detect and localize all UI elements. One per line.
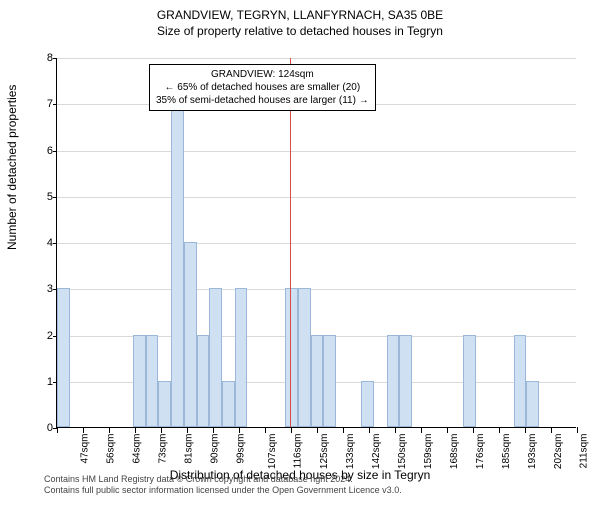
histogram-bar <box>146 335 159 428</box>
xtick-label: 64sqm <box>132 434 143 464</box>
histogram-bar <box>209 288 222 427</box>
xtick-mark <box>343 427 344 433</box>
footer-line2: Contains full public sector information … <box>44 485 402 496</box>
xtick-mark <box>551 427 552 433</box>
footer-attribution: Contains HM Land Registry data © Crown c… <box>44 474 402 496</box>
ytick-label: 8 <box>37 52 53 64</box>
histogram-bar <box>171 103 184 427</box>
xtick-label: 176sqm <box>475 434 486 470</box>
xtick-label: 193sqm <box>527 434 538 470</box>
xtick-mark <box>109 427 110 433</box>
chart-title-sub: Size of property relative to detached ho… <box>0 24 600 38</box>
annotation-line2: ← 65% of detached houses are smaller (20… <box>156 81 369 94</box>
xtick-mark <box>525 427 526 433</box>
ytick-label: 4 <box>37 237 53 249</box>
histogram-bar <box>222 381 235 427</box>
histogram-bar <box>235 288 248 427</box>
xtick-label: 159sqm <box>423 434 434 470</box>
xtick-mark <box>213 427 214 433</box>
ytick-label: 0 <box>37 422 53 434</box>
ytick-mark <box>53 104 57 105</box>
gridline-h <box>57 243 576 244</box>
histogram-bar <box>311 335 324 428</box>
xtick-mark <box>83 427 84 433</box>
xtick-label: 150sqm <box>397 434 408 470</box>
histogram-bar <box>184 242 197 427</box>
xtick-mark <box>187 427 188 433</box>
ytick-label: 3 <box>37 283 53 295</box>
xtick-mark <box>317 427 318 433</box>
xtick-mark <box>161 427 162 433</box>
histogram-bar <box>133 335 146 428</box>
xtick-label: 142sqm <box>371 434 382 470</box>
histogram-bar <box>158 381 171 427</box>
xtick-label: 202sqm <box>553 434 564 470</box>
histogram-bar <box>285 288 298 427</box>
histogram-bar <box>463 335 476 428</box>
gridline-h <box>57 151 576 152</box>
xtick-label: 47sqm <box>80 434 91 464</box>
xtick-mark <box>499 427 500 433</box>
xtick-label: 116sqm <box>292 434 303 469</box>
chart-title-main: GRANDVIEW, TEGRYN, LLANFYRNACH, SA35 0BE <box>0 8 600 22</box>
ytick-label: 2 <box>37 330 53 342</box>
xtick-label: 107sqm <box>267 434 278 470</box>
xtick-mark <box>577 427 578 433</box>
xtick-label: 90sqm <box>210 434 221 464</box>
histogram-bar <box>399 335 412 428</box>
ytick-label: 7 <box>37 98 53 110</box>
xtick-label: 81sqm <box>184 434 195 464</box>
xtick-label: 211sqm <box>578 434 589 469</box>
ytick-label: 6 <box>37 145 53 157</box>
xtick-label: 185sqm <box>501 434 512 470</box>
histogram-bar <box>361 381 374 427</box>
ytick-mark <box>53 197 57 198</box>
footer-line1: Contains HM Land Registry data © Crown c… <box>44 474 402 485</box>
annotation-box: GRANDVIEW: 124sqm ← 65% of detached hous… <box>149 64 376 111</box>
gridline-h <box>57 197 576 198</box>
histogram-bar <box>323 335 336 428</box>
xtick-label: 56sqm <box>106 434 117 464</box>
gridline-h <box>57 289 576 290</box>
histogram-bar <box>197 335 210 428</box>
chart-container: GRANDVIEW, TEGRYN, LLANFYRNACH, SA35 0BE… <box>0 8 600 508</box>
xtick-mark <box>135 427 136 433</box>
histogram-bar <box>298 288 311 427</box>
xtick-label: 99sqm <box>236 434 247 464</box>
ytick-mark <box>53 243 57 244</box>
histogram-bar <box>57 288 70 427</box>
annotation-line3: 35% of semi-detached houses are larger (… <box>156 94 369 107</box>
xtick-mark <box>473 427 474 433</box>
xtick-mark <box>291 427 292 433</box>
y-axis-label: Number of detached properties <box>5 85 19 250</box>
xtick-mark <box>395 427 396 433</box>
xtick-mark <box>239 427 240 433</box>
xtick-label: 73sqm <box>158 434 169 464</box>
xtick-label: 133sqm <box>345 434 356 470</box>
histogram-bar <box>526 381 539 427</box>
xtick-label: 168sqm <box>449 434 460 470</box>
histogram-bar <box>387 335 400 428</box>
xtick-mark <box>369 427 370 433</box>
histogram-bar <box>514 335 527 428</box>
ytick-mark <box>53 58 57 59</box>
reference-line <box>290 58 291 427</box>
annotation-line1: GRANDVIEW: 124sqm <box>156 68 369 81</box>
xtick-mark <box>447 427 448 433</box>
xtick-label: 125sqm <box>319 434 330 470</box>
ytick-mark <box>53 151 57 152</box>
plot-area: 01234567847sqm56sqm64sqm73sqm81sqm90sqm9… <box>56 58 576 428</box>
xtick-mark <box>57 427 58 433</box>
ytick-label: 5 <box>37 191 53 203</box>
ytick-label: 1 <box>37 376 53 388</box>
gridline-h <box>57 58 576 59</box>
xtick-mark <box>265 427 266 433</box>
xtick-mark <box>421 427 422 433</box>
